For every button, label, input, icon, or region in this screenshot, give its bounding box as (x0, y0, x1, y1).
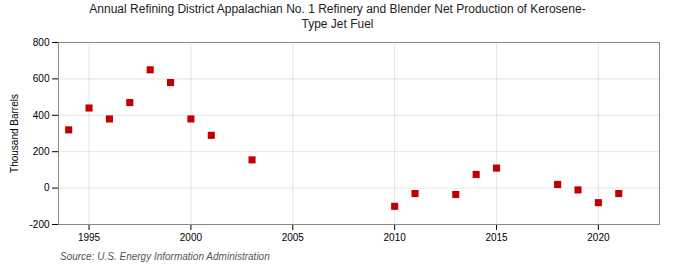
svg-text:800: 800 (33, 37, 50, 48)
svg-text:-200: -200 (29, 219, 49, 230)
svg-text:0: 0 (44, 182, 50, 193)
html-text:Source: U.S. Energy Informatio: Source: U.S. Energy Information Administ… (60, 251, 270, 262)
html-text:Annual Refining District Appal: Annual Refining District Appalachian No.… (89, 2, 586, 31)
svg-text:Thousand Barrels: Thousand Barrels (9, 94, 20, 173)
svg-text:600: 600 (33, 73, 50, 84)
svg-text:400: 400 (33, 110, 50, 121)
svg-text:2015: 2015 (485, 232, 508, 243)
svg-text:2010: 2010 (384, 232, 407, 243)
svg-text:200: 200 (33, 146, 50, 157)
svg-text:2000: 2000 (180, 232, 203, 243)
svg-text:2020: 2020 (587, 232, 610, 243)
svg-text:1995: 1995 (78, 232, 101, 243)
svg-text:2005: 2005 (282, 232, 305, 243)
